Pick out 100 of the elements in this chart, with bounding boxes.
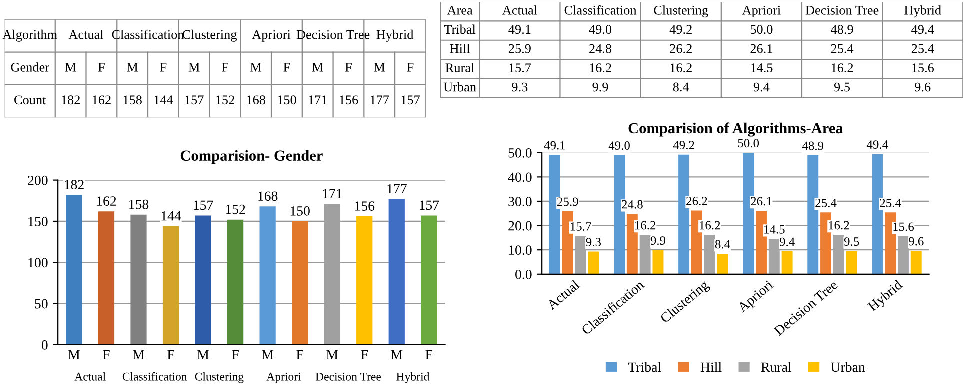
bar xyxy=(195,216,212,345)
data-label: 14.5 xyxy=(751,64,773,73)
text: Hybrid xyxy=(396,372,430,384)
data-label: 157 xyxy=(402,96,420,105)
data-label: 15.6 xyxy=(894,222,914,232)
data-label: 9.9 xyxy=(592,82,608,92)
data-label: 49.0 xyxy=(608,142,630,150)
chart-title: Comparision- Gender xyxy=(180,150,323,164)
data-label: 26.2 xyxy=(670,44,692,54)
category-label: M xyxy=(374,63,386,72)
text: Area xyxy=(447,6,473,15)
bar xyxy=(717,254,728,274)
category-label: M xyxy=(188,63,200,72)
data-label: 157 xyxy=(420,200,440,210)
data-label: 9.3 xyxy=(586,238,602,247)
category-label: F xyxy=(160,63,167,72)
data-label: 15.6 xyxy=(912,64,934,73)
x-tick-label: F xyxy=(426,350,433,360)
data-label: 177 xyxy=(388,184,407,194)
data-label: 150 xyxy=(290,206,310,216)
text: Apriori xyxy=(266,372,302,384)
y-tick-label: 0.0 xyxy=(516,270,532,280)
text: Hill xyxy=(450,44,470,54)
category-label: M xyxy=(312,63,324,72)
data-label: 16.2 xyxy=(670,64,692,73)
bar xyxy=(652,250,664,274)
data-label: 26.2 xyxy=(686,197,708,206)
data-label: 49.4 xyxy=(912,25,934,34)
category-label: Apriori xyxy=(742,6,781,18)
data-label: 25.4 xyxy=(912,44,934,54)
data-label: 8.4 xyxy=(673,82,690,92)
bar xyxy=(356,216,373,345)
text: Actual xyxy=(74,372,106,381)
data-label: 49.4 xyxy=(866,140,888,150)
data-label: 157 xyxy=(194,200,214,210)
data-label: 25.9 xyxy=(558,198,578,206)
y-tick-label: 40.0 xyxy=(508,172,532,182)
data-label: 182 xyxy=(65,180,84,190)
text: Actual xyxy=(68,30,104,40)
category-label: Decision Tree xyxy=(806,6,879,15)
x-tick-label: M xyxy=(198,350,210,360)
y-tick-label: 100 xyxy=(28,258,48,268)
x-tick-label: M xyxy=(326,350,338,360)
data-label: 50.0 xyxy=(738,139,760,148)
x-tick-label: M xyxy=(68,350,80,360)
data-label: 9.6 xyxy=(915,82,931,92)
text: Hybrid xyxy=(376,30,414,42)
data-label: 162 xyxy=(92,96,111,105)
legend-label: Rural xyxy=(761,362,792,372)
data-label: 25.4 xyxy=(880,198,902,208)
data-label: 152 xyxy=(226,204,246,214)
category-label: F xyxy=(284,63,290,72)
data-label: 25.4 xyxy=(831,44,854,54)
data-label: 9.4 xyxy=(754,82,770,92)
text: Tribal xyxy=(444,24,476,34)
data-label: 9.5 xyxy=(844,238,860,246)
category-label: M xyxy=(127,63,138,72)
x-tick-label: M xyxy=(391,350,403,360)
legend-label: Urban xyxy=(831,362,866,372)
data-label: 49.1 xyxy=(544,141,566,150)
data-label: 168 xyxy=(247,96,266,105)
x-tick-label: F xyxy=(296,350,304,360)
category-label: F xyxy=(345,63,352,72)
data-label: 16.2 xyxy=(590,64,612,73)
bar xyxy=(846,251,858,274)
bar xyxy=(98,212,115,345)
data-label: 158 xyxy=(130,200,149,210)
x-tick-label: M xyxy=(262,350,274,360)
y-tick-label: 200 xyxy=(28,176,48,186)
y-tick-label: 20.0 xyxy=(508,221,532,231)
text: Apriori xyxy=(252,30,291,42)
y-tick-label: 0 xyxy=(42,340,48,350)
text: Urban xyxy=(444,82,476,92)
data-label: 26.1 xyxy=(751,197,772,206)
data-label: 9.4 xyxy=(780,238,795,246)
y-tick-label: 10.0 xyxy=(509,246,532,256)
category-label: Clustering xyxy=(654,6,708,18)
data-label: 25.4 xyxy=(816,198,837,208)
category-label: Actual xyxy=(502,6,538,15)
text: Clustering xyxy=(195,372,244,384)
legend-label: Tribal xyxy=(628,362,662,372)
data-label: 156 xyxy=(355,202,375,211)
data-label: 48.9 xyxy=(830,25,854,34)
data-label: 171 xyxy=(323,189,342,198)
data-label: 49.2 xyxy=(670,25,692,34)
y-tick-label: 30.0 xyxy=(508,197,532,207)
data-label: 49.2 xyxy=(673,141,694,150)
y-tick-label: 150 xyxy=(28,217,48,226)
data-label: 26.1 xyxy=(750,44,772,54)
category-label: Hybrid xyxy=(904,6,942,18)
data-label: 177 xyxy=(370,96,390,104)
data-label: 9.5 xyxy=(834,82,850,92)
data-label: 14.5 xyxy=(764,225,785,234)
data-label: 16.2 xyxy=(829,221,850,230)
chart-title: Comparision of Algorithms-Area xyxy=(628,122,844,137)
category-label: M xyxy=(65,63,76,72)
text: Decision Tree xyxy=(316,372,382,381)
text: Rural xyxy=(446,63,474,72)
category-label: F xyxy=(222,63,228,72)
x-tick-label: F xyxy=(168,350,174,360)
